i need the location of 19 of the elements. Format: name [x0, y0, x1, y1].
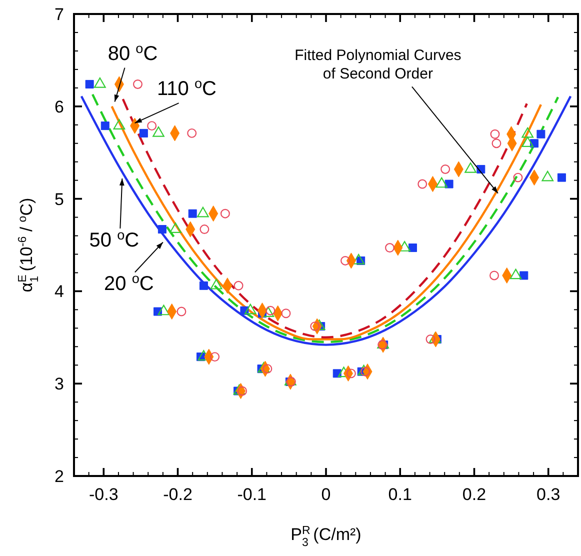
x-tick-label: -0.2: [163, 485, 192, 504]
x-tick-label: -0.1: [237, 485, 267, 504]
x-axis-title: P$^{R}$$_{3}$ (C/m²): [290, 525, 362, 549]
y-tick-label: 3: [54, 374, 64, 394]
x-tick-label: 0.1: [388, 485, 412, 504]
y-tick-label: 4: [54, 282, 64, 302]
y-tick-label: 7: [54, 5, 64, 24]
x-tick-label: 0: [321, 485, 331, 504]
annotation: 20 $^{o}$C: [104, 270, 154, 296]
annotation: 110 $^{o}$C: [157, 76, 217, 100]
x-tick-label: 0.2: [462, 485, 486, 504]
y-tick-label: 5: [54, 190, 64, 209]
x-tick-label: -0.3: [89, 485, 118, 504]
annotation: 80 $^{o}$C: [108, 40, 158, 65]
y-tick-label: 6: [54, 97, 64, 116]
x-tick-label: 0.3: [536, 485, 560, 504]
y-tick-label: 2: [54, 467, 64, 486]
annotation: Fitted Polynomial Curves of Second Order: [294, 46, 462, 83]
annotation: 50 $^{o}$C: [89, 226, 140, 252]
